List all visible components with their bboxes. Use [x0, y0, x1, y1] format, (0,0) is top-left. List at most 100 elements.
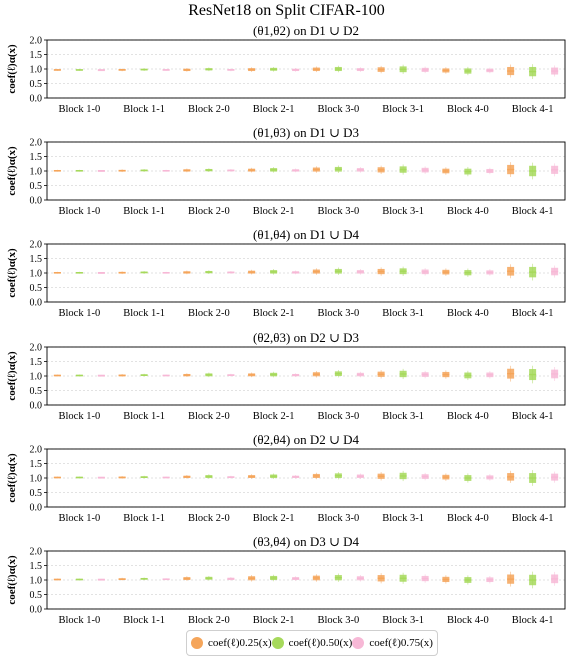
axes-frame [46, 39, 566, 99]
x-tick-label: Block 3-0 [318, 411, 360, 422]
x-tick-label: Block 3-0 [318, 104, 360, 115]
x-tick-label: Block 4-0 [447, 615, 489, 626]
x-tick-label: Block 4-1 [512, 615, 554, 626]
x-tick-label: Block 3-1 [382, 411, 424, 422]
x-tick-label: Block 4-0 [447, 411, 489, 422]
y-tick-label: 2.0 [30, 36, 43, 47]
x-tick-label: Block 2-1 [253, 308, 295, 319]
x-tick-label: Block 1-0 [59, 104, 101, 115]
subplot-6: (θ3,θ4) on D3 ∪ D4 0.0 0.5 1.0 1.5 2.0 coef(ℓ)… [6, 534, 566, 626]
x-tick-label: Block 3-1 [382, 104, 424, 115]
y-axis-label: coef(ℓ)α(x) [6, 248, 18, 298]
legend-swatch-025 [191, 637, 204, 649]
y-tick-label: 1.5 [30, 561, 43, 572]
y-axis-label: coef(ℓ)α(x) [6, 555, 18, 605]
y-axis-label: coef(ℓ)α(x) [6, 453, 18, 503]
x-tick-label: Block 4-1 [512, 513, 554, 524]
x-tick-label: Block 3-1 [382, 206, 424, 217]
y-tick-label: 0.0 [30, 503, 43, 514]
axes-frame [46, 346, 566, 406]
y-tick-label: 2.0 [30, 240, 43, 251]
y-tick-label: 1.5 [30, 459, 43, 470]
x-tick-label: Block 1-0 [59, 615, 101, 626]
y-tick-label: 1.5 [30, 152, 43, 163]
legend-label-050: coef(ℓ)0.50(x) [288, 637, 353, 649]
x-tick-label: Block 1-1 [123, 615, 165, 626]
y-tick-label: 1.0 [30, 167, 43, 178]
subplot-5: (θ2,θ4) on D2 ∪ D4 0.0 0.5 1.0 1.5 2.0 coef(ℓ)… [6, 432, 566, 524]
x-tick-label: Block 2-1 [253, 206, 295, 217]
x-tick-label: Block 2-1 [253, 513, 295, 524]
legend-item-050: coef(ℓ)0.50(x) [271, 637, 353, 649]
y-tick-label: 0.0 [30, 605, 43, 616]
x-tick-label: Block 2-0 [188, 513, 230, 524]
x-tick-label: Block 3-1 [382, 308, 424, 319]
legend-label-025: coef(ℓ)0.25(x) [208, 637, 272, 649]
y-tick-label: 0.5 [30, 590, 43, 601]
x-tick-label: Block 4-1 [512, 206, 554, 217]
y-tick-label: 1.0 [30, 576, 43, 587]
x-tick-label: Block 3-0 [318, 308, 360, 319]
y-tick-label: 1.5 [30, 357, 43, 368]
subplot-title: (θ1,θ2) on D1 ∪ D2 [253, 23, 359, 38]
legend-item-025: coef(ℓ)0.25(x) [191, 637, 272, 649]
x-tick-label: Block 1-1 [123, 513, 165, 524]
x-tick-label: Block 2-1 [253, 615, 295, 626]
axes-frame [46, 550, 566, 610]
x-tick-label: Block 4-0 [447, 104, 489, 115]
subplot-title: (θ1,θ3) on D1 ∪ D3 [253, 125, 359, 140]
subplot-1: (θ1,θ2) on D1 ∪ D2 0.0 0.5 1.0 1.5 2.0 coef(ℓ)… [6, 23, 566, 115]
y-tick-label: 1.0 [30, 372, 43, 383]
subplot-3: (θ1,θ4) on D1 ∪ D4 0.0 0.5 1.0 1.5 2.0 coef(ℓ)… [6, 227, 566, 319]
x-tick-label: Block 4-1 [512, 104, 554, 115]
legend: coef(ℓ)0.25(x) coef(ℓ)0.50(x) coef(ℓ)0.7… [186, 630, 438, 656]
chart-title: ResNet18 on Split CIFAR-100 [188, 2, 385, 19]
legend-swatch-075 [352, 637, 365, 649]
x-tick-label: Block 1-1 [123, 308, 165, 319]
x-tick-label: Block 1-1 [123, 206, 165, 217]
x-tick-label: Block 4-0 [447, 308, 489, 319]
y-axis-label: coef(ℓ)α(x) [6, 44, 18, 94]
subplot-title: (θ2,θ3) on D2 ∪ D3 [253, 330, 359, 345]
x-tick-label: Block 3-0 [318, 513, 360, 524]
y-tick-label: 1.5 [30, 50, 43, 61]
x-tick-label: Block 3-1 [382, 615, 424, 626]
subplot-2: (θ1,θ3) on D1 ∪ D3 0.0 0.5 1.0 1.5 2.0 coef(ℓ)… [6, 125, 566, 217]
x-tick-label: Block 3-0 [318, 206, 360, 217]
y-axis-label: coef(ℓ)α(x) [6, 146, 18, 196]
x-tick-label: Block 2-0 [188, 615, 230, 626]
subplot-title: (θ1,θ4) on D1 ∪ D4 [253, 227, 360, 242]
x-tick-label: Block 2-0 [188, 308, 230, 319]
y-tick-label: 0.5 [30, 283, 43, 294]
subplot-4: (θ2,θ3) on D2 ∪ D3 0.0 0.5 1.0 1.5 2.0 coef(ℓ)… [6, 330, 566, 422]
x-tick-label: Block 4-0 [447, 206, 489, 217]
y-tick-label: 2.0 [30, 547, 43, 558]
x-tick-label: Block 2-1 [253, 411, 295, 422]
axes-frame [46, 243, 566, 303]
axes-frame [46, 448, 566, 508]
x-tick-label: Block 1-0 [59, 513, 101, 524]
x-tick-label: Block 1-1 [123, 104, 165, 115]
y-tick-label: 2.0 [30, 445, 43, 456]
y-tick-label: 0.5 [30, 79, 43, 90]
y-tick-label: 1.5 [30, 254, 43, 265]
x-tick-label: Block 1-0 [59, 411, 101, 422]
legend-item-075: coef(ℓ)0.75(x) [352, 637, 433, 649]
x-tick-label: Block 2-0 [188, 206, 230, 217]
subplot-title: (θ3,θ4) on D3 ∪ D4 [253, 534, 360, 549]
y-tick-label: 0.0 [30, 401, 43, 412]
y-tick-label: 1.0 [30, 65, 43, 76]
y-tick-label: 0.0 [30, 196, 43, 207]
x-tick-label: Block 2-0 [188, 104, 230, 115]
x-tick-label: Block 3-0 [318, 615, 360, 626]
y-tick-label: 2.0 [30, 343, 43, 354]
y-tick-label: 0.0 [30, 298, 43, 309]
x-tick-label: Block 1-0 [59, 206, 101, 217]
x-tick-label: Block 1-0 [59, 308, 101, 319]
y-tick-label: 0.5 [30, 488, 43, 499]
x-tick-label: Block 2-0 [188, 411, 230, 422]
x-tick-label: Block 3-1 [382, 513, 424, 524]
axes-frame [46, 141, 566, 201]
x-tick-label: Block 4-1 [512, 411, 554, 422]
y-axis-label: coef(ℓ)α(x) [6, 351, 18, 401]
